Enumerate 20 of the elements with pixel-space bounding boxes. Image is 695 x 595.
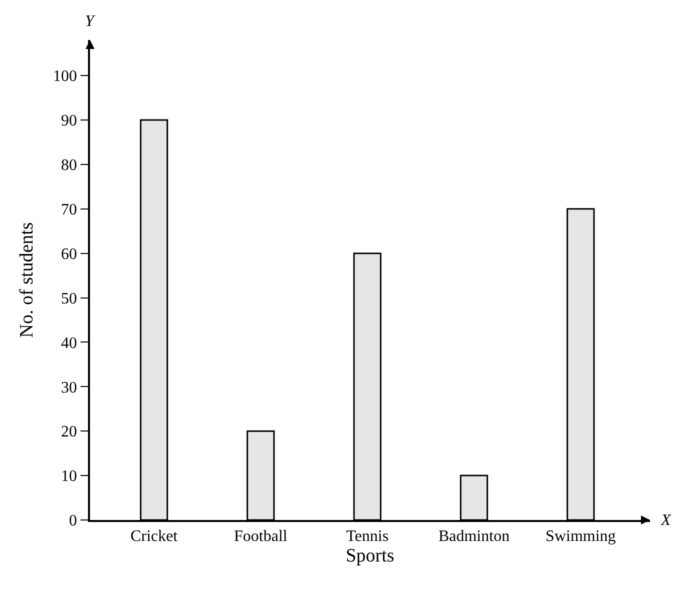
x-tick-label: Cricket [130,528,178,545]
y-tick-label: 0 [69,512,78,530]
y-tick-label: 10 [61,468,78,486]
y-tick-label: 60 [61,246,78,263]
y-tick-label: 30 [61,379,78,396]
x-tick-label: Swimming [546,528,616,545]
y-tick-label: 20 [61,424,78,441]
y-tick-label: 40 [61,334,78,352]
y-tick-label: 70 [61,201,78,218]
y-tick-label: 100 [53,68,78,86]
x-tick-label: Tennis [346,528,389,545]
y-axis-title: No. of students [16,222,38,338]
x-axis-title: Sports [346,545,394,566]
x-tick-label: Badminton [438,528,510,545]
text: Y [85,13,96,30]
text: X [660,512,672,529]
x-tick-label: Football [234,528,288,545]
y-tick-label: 80 [61,157,78,174]
y-tick-label: 90 [61,112,78,130]
y-tick-label: 50 [61,290,78,308]
